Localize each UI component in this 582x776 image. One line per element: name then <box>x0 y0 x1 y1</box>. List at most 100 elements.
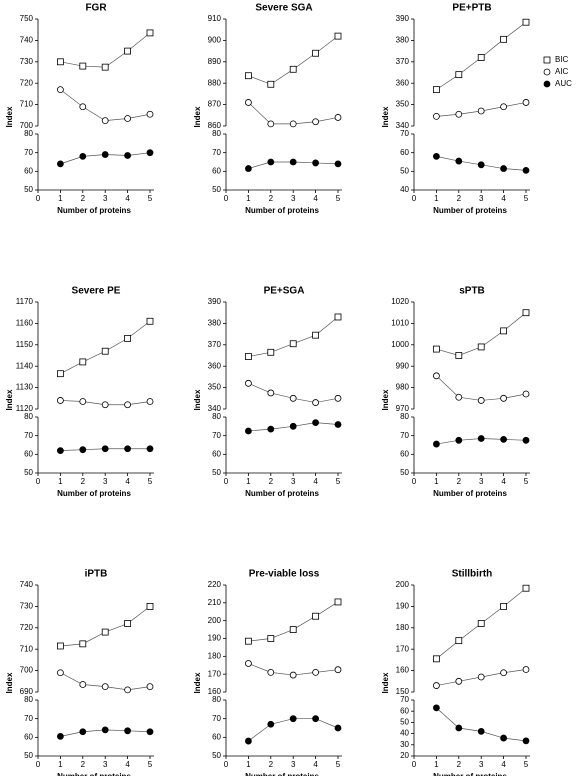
panel-title: iPTB <box>85 569 108 580</box>
y2-tick-label: 50 <box>24 185 33 194</box>
point <box>500 394 508 402</box>
y-tick-label: 1130 <box>16 383 34 392</box>
point <box>312 419 320 427</box>
y2-tick-label: 70 <box>400 129 409 138</box>
point <box>267 348 275 356</box>
point <box>267 425 275 433</box>
y-tick-label: 180 <box>396 623 410 632</box>
point <box>124 47 131 55</box>
x-axis-label: Number of proteins <box>245 772 319 776</box>
point <box>267 635 275 642</box>
x-tick-label: 4 <box>313 760 318 769</box>
x-tick-label: 5 <box>148 194 153 203</box>
point <box>79 446 87 454</box>
point <box>79 398 87 405</box>
point <box>477 54 485 61</box>
point <box>57 447 64 455</box>
y2-tick-label: 50 <box>400 468 409 477</box>
point <box>289 394 297 402</box>
y-axis-label: Index <box>193 106 202 127</box>
series-line <box>248 316 339 357</box>
point <box>79 681 87 688</box>
x-tick-label: 3 <box>479 477 484 486</box>
point <box>455 110 463 118</box>
point <box>522 309 530 317</box>
point <box>57 370 64 378</box>
x-tick-label: 3 <box>479 760 484 769</box>
x-axis-label: Number of proteins <box>433 206 507 215</box>
series-line <box>248 601 339 642</box>
point <box>334 32 342 40</box>
series-line <box>60 89 151 122</box>
point <box>477 343 485 351</box>
y-tick-label: 350 <box>396 100 410 109</box>
point <box>244 353 252 360</box>
legend-label: AUC <box>555 79 572 88</box>
x-tick-label: 2 <box>457 477 462 486</box>
y-tick-label: 980 <box>396 383 410 392</box>
point <box>124 334 131 342</box>
y-tick-label: 720 <box>20 623 34 632</box>
y-tick-label: 360 <box>396 78 410 87</box>
y-tick-label: 370 <box>396 57 410 66</box>
y2-tick-label: 40 <box>400 185 409 194</box>
point <box>101 347 109 355</box>
point <box>455 677 463 685</box>
y-tick-label: 740 <box>20 580 34 589</box>
point <box>146 398 154 405</box>
y-axis-label: Index <box>381 106 390 127</box>
x-tick-label: 2 <box>457 760 462 769</box>
point <box>334 114 342 121</box>
y-tick-label: 890 <box>208 57 222 66</box>
panel-title: FGR <box>85 3 107 14</box>
point <box>244 99 252 106</box>
point <box>455 71 463 79</box>
y2-tick-label: 80 <box>212 129 221 138</box>
x-tick-label: 5 <box>336 477 341 486</box>
point <box>312 49 320 57</box>
y2-tick-label: 70 <box>24 431 33 440</box>
y-tick-label: 200 <box>396 580 410 589</box>
y-axis-label: Index <box>193 672 202 693</box>
point <box>477 620 485 627</box>
point <box>146 728 154 736</box>
y2-tick-label: 60 <box>400 449 409 458</box>
y2-tick-label: 70 <box>212 148 221 157</box>
point <box>124 401 131 409</box>
point <box>432 682 440 689</box>
y-tick-label: 180 <box>208 651 222 660</box>
point <box>79 358 87 366</box>
series-line <box>60 320 151 374</box>
y-tick-label: 710 <box>20 644 34 653</box>
y-tick-label: 190 <box>396 602 410 611</box>
point <box>522 737 530 745</box>
y2-tick-label: 70 <box>24 148 33 157</box>
point <box>289 158 297 166</box>
point <box>500 35 508 43</box>
legend-marker <box>543 68 551 76</box>
y2-tick-label: 60 <box>400 706 409 715</box>
y2-tick-label: 70 <box>212 431 221 440</box>
y-tick-label: 700 <box>20 666 34 675</box>
x-tick-label: 3 <box>103 477 108 486</box>
panel-title: Severe PE <box>72 286 121 297</box>
point <box>500 327 508 335</box>
y-tick-label: 160 <box>396 666 410 675</box>
y-tick-label: 910 <box>208 14 222 23</box>
x-tick-label: 2 <box>269 760 274 769</box>
point <box>124 727 131 735</box>
y2-tick-label: 80 <box>24 412 33 421</box>
point <box>146 317 154 325</box>
point <box>477 107 485 115</box>
point <box>146 683 154 691</box>
point <box>477 435 485 442</box>
point <box>312 715 320 723</box>
legend-label: BIC <box>555 55 569 64</box>
point <box>57 669 64 677</box>
y-tick-label: 1000 <box>391 340 409 349</box>
y-axis-label: Index <box>193 389 202 410</box>
point <box>312 159 320 167</box>
y2-tick-label: 60 <box>212 732 221 741</box>
point <box>522 436 530 444</box>
y-tick-label: 730 <box>20 602 34 611</box>
